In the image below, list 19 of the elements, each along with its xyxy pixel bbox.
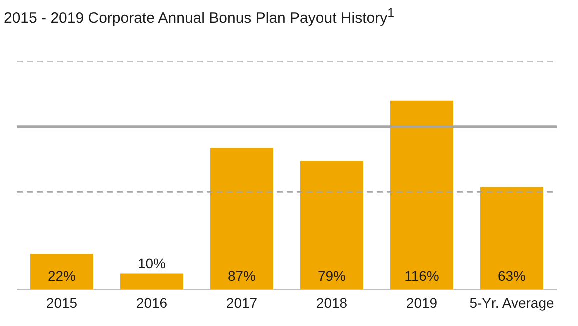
data-label: 63% bbox=[498, 268, 526, 284]
x-tick-label: 5-Yr. Average bbox=[470, 294, 554, 311]
bar bbox=[390, 100, 454, 290]
bar bbox=[30, 254, 94, 290]
bar bbox=[480, 187, 544, 290]
bar bbox=[300, 161, 364, 290]
x-tick-label: 2015 bbox=[46, 294, 78, 311]
data-label: 87% bbox=[228, 268, 256, 284]
x-tick-label: 2018 bbox=[316, 294, 348, 311]
bar bbox=[120, 274, 184, 290]
data-label: 79% bbox=[318, 268, 346, 284]
x-tick-label: 2019 bbox=[406, 294, 438, 311]
x-tick-label: 2017 bbox=[226, 294, 258, 311]
x-tick-label: 2016 bbox=[136, 294, 168, 311]
bar bbox=[210, 148, 274, 290]
chart-title: 2015 - 2019 Corporate Annual Bonus Plan Payout History$^{1}$ bbox=[4, 6, 395, 27]
data-label: 10% bbox=[138, 256, 166, 272]
data-label: 116% bbox=[404, 268, 440, 284]
data-label: 22% bbox=[48, 268, 76, 284]
